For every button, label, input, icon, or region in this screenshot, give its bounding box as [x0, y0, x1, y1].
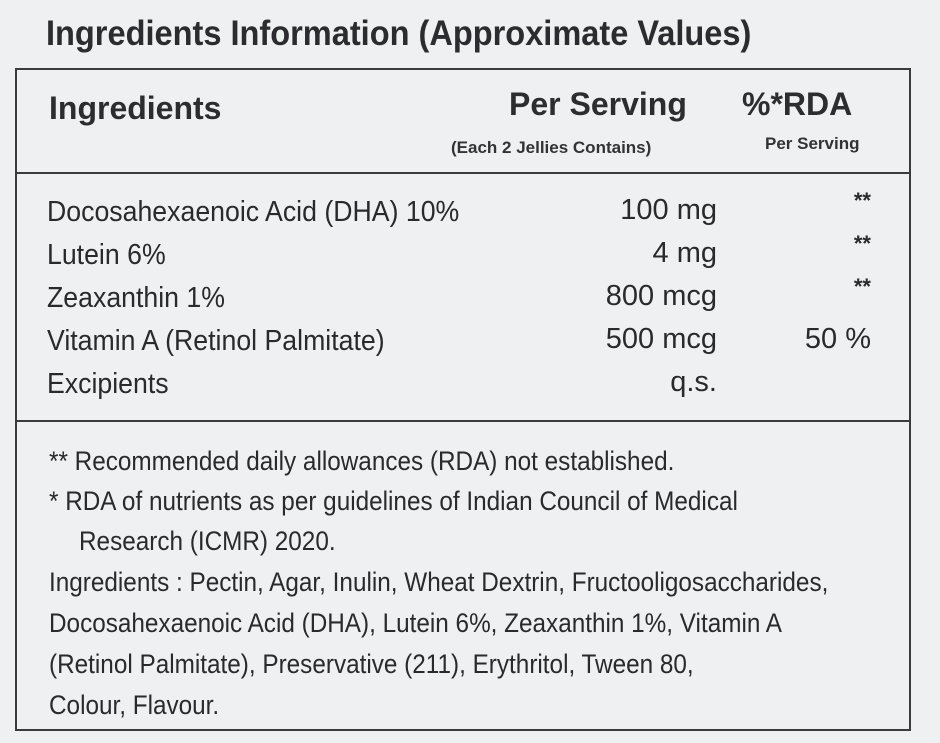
- ingredient-rda-dha: **: [853, 188, 871, 213]
- ingredient-amount-zeaxanthin: 800 mcg: [605, 280, 717, 312]
- column-header-per-serving: Per Serving: [509, 86, 687, 122]
- ingredients-list-line: Docosahexaenoic Acid (DHA), Lutein 6%, Z…: [49, 608, 783, 638]
- column-header-ingredients: Ingredients: [49, 90, 222, 126]
- column-header-rda: %*RDA: [742, 86, 853, 122]
- note-rda-guideline-continued: Research (ICMR) 2020.: [79, 526, 336, 556]
- column-subheader-per-serving: (Each 2 Jellies Contains): [451, 138, 652, 157]
- ingredient-rda-vitamin-a: 50 %: [804, 323, 871, 355]
- ingredient-name-lutein: Lutein 6%: [47, 239, 166, 271]
- ingredient-amount-vitamin-a: 500 mcg: [605, 323, 717, 355]
- ingredient-amount-lutein: 4 mg: [652, 237, 717, 269]
- ingredients-table-panel: Ingredients Per Serving (Each 2 Jellies …: [15, 68, 911, 731]
- ingredient-name-zeaxanthin: Zeaxanthin 1%: [47, 282, 225, 314]
- ingredient-rda-zeaxanthin: **: [853, 274, 871, 299]
- ingredients-list-line: Ingredients : Pectin, Agar, Inulin, Whea…: [49, 567, 829, 597]
- column-subheader-rda: Per Serving: [765, 134, 860, 153]
- ingredients-list-line: (Retinol Palmitate), Preservative (211),…: [49, 649, 694, 679]
- notes-divider: [17, 420, 909, 422]
- ingredient-name-vitamin-a: Vitamin A (Retinol Palmitate): [47, 325, 385, 357]
- ingredients-list-line: Colour, Flavour.: [49, 690, 220, 720]
- ingredient-rda-lutein: **: [853, 231, 871, 256]
- ingredient-amount-dha: 100 mg: [620, 194, 717, 226]
- header-divider: [17, 172, 909, 174]
- note-rda-not-established: ** Recommended daily allowances (RDA) no…: [49, 446, 675, 476]
- page-title: Ingredients Information (Approximate Val…: [46, 14, 752, 53]
- ingredient-amount-excipients: q.s.: [670, 366, 717, 398]
- ingredient-name-excipients: Excipients: [47, 368, 169, 400]
- note-rda-guideline: * RDA of nutrients as per guidelines of …: [49, 486, 738, 516]
- ingredient-name-dha: Docosahexaenoic Acid (DHA) 10%: [47, 196, 460, 228]
